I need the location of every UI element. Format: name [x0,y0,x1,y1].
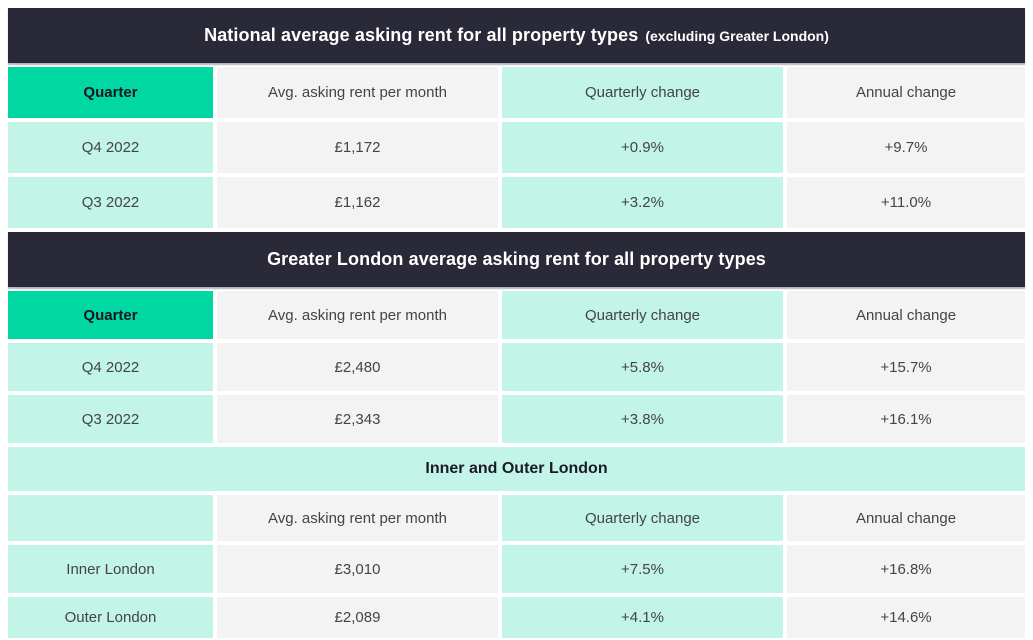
national-q3-quarter-cell: Q3 2022 [8,177,213,228]
inner-outer-header-empty [8,495,213,541]
national-header-rent: Avg. asking rent per month [217,67,498,118]
national-q3-annual-change-cell: +11.0% [787,177,1025,228]
national-q4-quarterly-change-cell: +0.9% [502,122,783,173]
inner-london-label-cell: Inner London [8,545,213,593]
inner-london-quarterly-change-cell: +7.5% [502,545,783,593]
national-title-note: (excluding Greater London) [645,27,829,44]
inner-outer-header-quarterly-change: Quarterly change [502,495,783,541]
greater-london-title: Greater London average asking rent for a… [267,249,766,269]
national-title-bar: National average asking rent for all pro… [8,8,1025,63]
outer-london-label-cell: Outer London [8,597,213,638]
london-q3-rent-cell: £2,343 [217,395,498,443]
national-q4-rent-cell: £1,172 [217,122,498,173]
inner-outer-header-rent: Avg. asking rent per month [217,495,498,541]
inner-outer-london-banner: Inner and Outer London [8,447,1025,491]
london-header-annual-change: Annual change [787,291,1025,339]
outer-london-quarterly-change-cell: +4.1% [502,597,783,638]
london-q4-rent-cell: £2,480 [217,343,498,391]
national-header-annual-change: Annual change [787,67,1025,118]
inner-outer-header-annual-change: Annual change [787,495,1025,541]
london-q4-annual-change-cell: +15.7% [787,343,1025,391]
inner-london-annual-change-cell: +16.8% [787,545,1025,593]
inner-london-rent-cell: £3,010 [217,545,498,593]
national-q4-annual-change-cell: +9.7% [787,122,1025,173]
london-q4-quarter-cell: Q4 2022 [8,343,213,391]
london-q3-quarter-cell: Q3 2022 [8,395,213,443]
national-header-quarter: Quarter [8,67,213,118]
london-header-rent: Avg. asking rent per month [217,291,498,339]
outer-london-rent-cell: £2,089 [217,597,498,638]
london-header-quarter: Quarter [8,291,213,339]
london-q3-annual-change-cell: +16.1% [787,395,1025,443]
national-q3-rent-cell: £1,162 [217,177,498,228]
london-q4-quarterly-change-cell: +5.8% [502,343,783,391]
outer-london-annual-change-cell: +14.6% [787,597,1025,638]
national-q3-quarterly-change-cell: +3.2% [502,177,783,228]
greater-london-title-bar: Greater London average asking rent for a… [8,232,1025,287]
rent-tables: National average asking rent for all pro… [8,8,1025,638]
national-q4-quarter-cell: Q4 2022 [8,122,213,173]
national-header-quarterly-change: Quarterly change [502,67,783,118]
national-title: National average asking rent for all pro… [204,25,639,45]
london-header-quarterly-change: Quarterly change [502,291,783,339]
london-q3-quarterly-change-cell: +3.8% [502,395,783,443]
